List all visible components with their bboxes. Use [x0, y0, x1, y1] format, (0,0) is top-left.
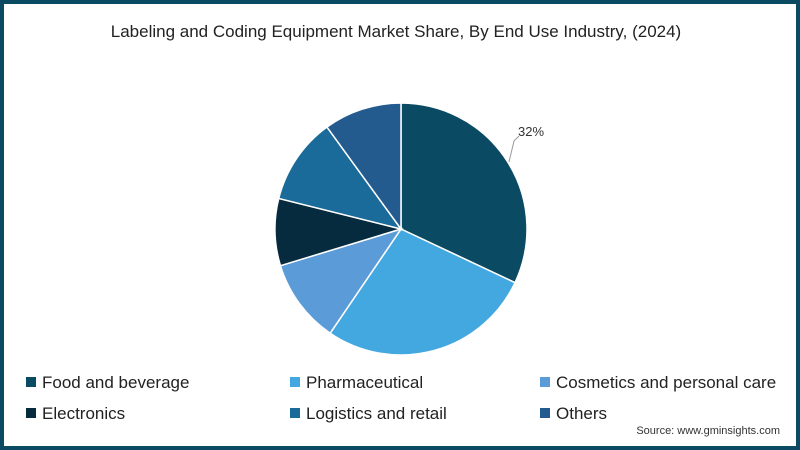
pie-slices	[274, 102, 528, 356]
leader-line	[508, 135, 520, 163]
legend-swatch	[290, 408, 300, 418]
legend-item-others: Others	[540, 404, 607, 424]
pie-slice-others	[325, 102, 402, 232]
legend-item-pharmaceutical: Pharmaceutical	[290, 373, 423, 393]
legend-item-electronics: Electronics	[26, 404, 125, 424]
legend-swatch	[290, 377, 300, 387]
pie-slice-pharmaceutical	[329, 228, 517, 356]
pie-slice-food-and-beverage	[400, 102, 528, 284]
legend-item-food-beverage: Food and beverage	[26, 373, 189, 393]
pie-slice-logistics-and-retail	[277, 126, 403, 231]
legend-item-logistics: Logistics and retail	[290, 404, 447, 424]
source-note: Source: www.gminsights.com	[636, 425, 780, 437]
legend-swatch	[540, 408, 550, 418]
legend-swatch	[540, 377, 550, 387]
legend-swatch	[26, 377, 36, 387]
legend-item-cosmetics: Cosmetics and personal care	[540, 373, 776, 393]
chart-title: Labeling and Coding Equipment Market Sha…	[110, 22, 682, 41]
legend-swatch	[26, 408, 36, 418]
pie-slice-cosmetics-and-personal-care	[279, 227, 403, 335]
data-label-food-beverage: 32%	[518, 124, 545, 139]
